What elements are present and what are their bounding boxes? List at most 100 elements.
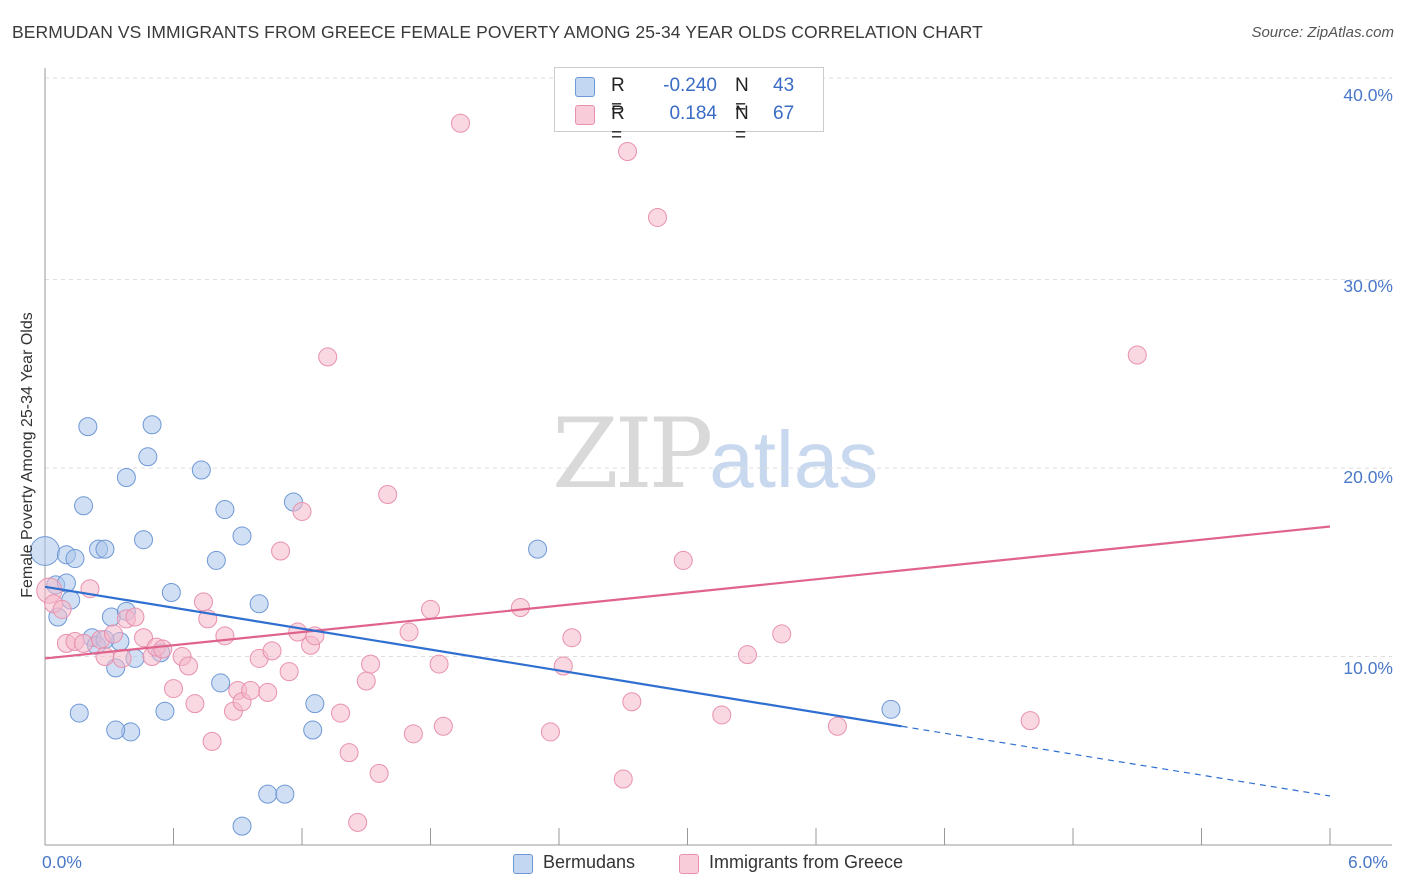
bermudans-point (142, 415, 162, 435)
greece-point (1020, 711, 1040, 731)
greece-swatch (575, 105, 595, 125)
greece-point (403, 724, 423, 744)
r-value: -0.240 (663, 75, 717, 96)
greece-point (185, 694, 205, 714)
greece-point (827, 716, 847, 736)
bermudans-point (161, 582, 181, 602)
greece-point (331, 703, 351, 723)
greece-point (378, 484, 398, 504)
greece-point (648, 207, 668, 227)
greece-point (262, 641, 282, 661)
greece-point (421, 599, 440, 619)
greece-point (164, 679, 183, 699)
bermudans-point (881, 699, 901, 719)
bermudans-point (528, 539, 548, 559)
legend-swatch-greece (679, 854, 699, 874)
n-label: N = (735, 75, 749, 118)
greece-point (622, 692, 642, 712)
greece-point (193, 592, 213, 612)
bermudans-point (211, 673, 231, 693)
bermudans-point (215, 500, 235, 520)
r-label: R = (611, 103, 625, 146)
greece-point (399, 622, 419, 642)
greece-point (95, 647, 115, 667)
legend-label-bermudans: Bermudans (543, 852, 636, 872)
bermudans-trend-extension (901, 725, 1331, 797)
x-tick-label-0: 0.0% (42, 852, 82, 872)
greece-point (318, 347, 338, 367)
bermudans-point (69, 703, 89, 723)
greece-point (292, 501, 312, 521)
greece-point (202, 731, 222, 751)
greece-point (104, 624, 124, 644)
greece-point (361, 654, 381, 674)
greece-point (241, 680, 261, 700)
bermudans-point (65, 549, 85, 569)
greece-point (339, 743, 359, 763)
greece-point (74, 633, 94, 653)
bermudans-point (134, 530, 154, 550)
greece-point (562, 628, 582, 648)
bermudans-point (95, 539, 115, 559)
greece-point (429, 654, 449, 674)
greece-point (134, 628, 154, 648)
bermudans-point (191, 460, 211, 480)
bermudans-trend-line (44, 585, 902, 728)
greece-point (279, 662, 299, 682)
r-label: R = (611, 75, 625, 118)
greece-point (450, 113, 470, 133)
greece-trend-line (44, 525, 1331, 660)
bermudans-point (258, 784, 278, 804)
n-label: N = (735, 103, 749, 146)
y-tick-label-30: 30.0% (1343, 276, 1393, 296)
greece-point (369, 763, 389, 783)
chart-title: BERMUDAN VS IMMIGRANTS FROM GREECE FEMAL… (12, 22, 983, 42)
greece-point (712, 705, 732, 725)
greece-point (772, 624, 792, 644)
bermudans-point (74, 496, 94, 516)
y-tick-label-10: 10.0% (1343, 658, 1393, 678)
bermudans-point (78, 417, 98, 437)
greece-point (510, 598, 530, 618)
legend-swatch-bermudans (513, 854, 533, 874)
bermudans-point (303, 720, 323, 740)
y-tick-label-20: 20.0% (1343, 467, 1393, 487)
bermudans-point (155, 701, 175, 721)
n-value: 43 (773, 75, 795, 96)
greece-point (348, 812, 368, 832)
stats-box: R = -0.240 N = 43 R = 0.184 N = 67 (554, 67, 824, 146)
legend-label-greece: Immigrants from Greece (709, 852, 904, 872)
watermark: ZIPatlas (552, 398, 878, 510)
greece-point (178, 656, 198, 676)
greece-point (215, 626, 235, 646)
y-tick-label-40: 40.0% (1343, 85, 1393, 105)
greece-point (613, 769, 633, 789)
greece-point (153, 639, 173, 659)
n-value: 67 (773, 103, 795, 124)
source-label: Source: ZipAtlas.com (1251, 24, 1394, 41)
bermudans-point (232, 526, 252, 546)
greece-point (125, 607, 145, 627)
greece-point (737, 645, 757, 665)
bermudans-point (249, 594, 269, 614)
bermudans-point (232, 816, 252, 836)
greece-point (52, 599, 72, 619)
greece-point (433, 716, 453, 736)
greece-point (540, 722, 560, 742)
watermark-zip: ZIP (552, 398, 713, 510)
watermark-atlas: atlas (709, 415, 879, 504)
x-tick-label-6: 6.0% (1348, 852, 1388, 872)
greece-point (356, 671, 376, 691)
r-value: 0.184 (669, 103, 717, 124)
bermudans-point (138, 447, 158, 467)
y-axis-label: Female Poverty Among 25-34 Year Olds (19, 312, 36, 598)
bermudans-point (106, 720, 126, 740)
greece-point (618, 141, 638, 161)
bermudans-point (206, 550, 226, 570)
greece-point (1127, 345, 1147, 365)
greece-point (258, 682, 278, 702)
bermudans-point (275, 784, 295, 804)
bermudans-point (305, 694, 325, 714)
bermudans-point (116, 468, 136, 488)
